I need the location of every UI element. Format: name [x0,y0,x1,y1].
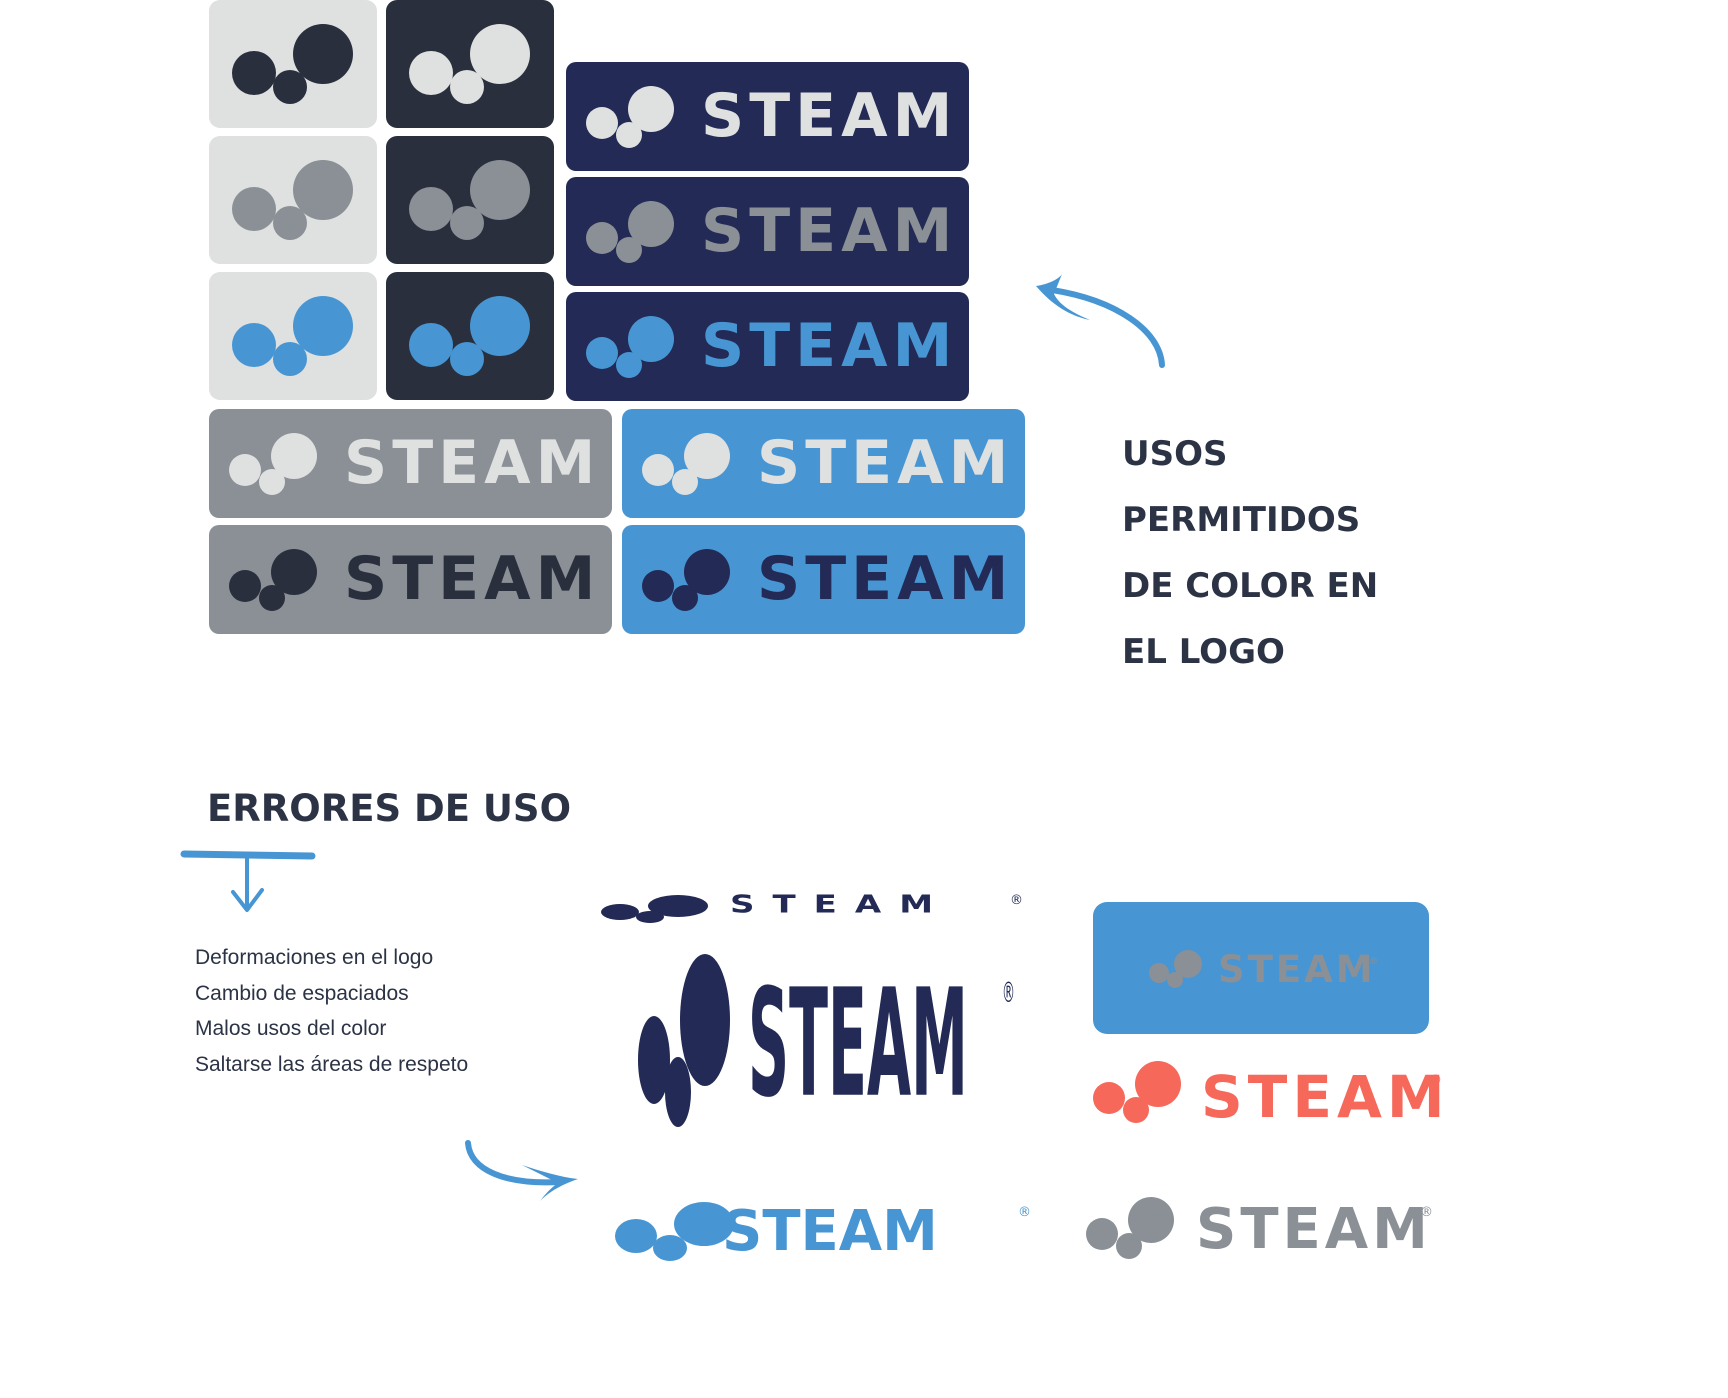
steam-wordmark: STEAM [701,311,958,381]
icon-tile-blue-on-light [209,272,377,400]
error-example-off-brand-color: STEAM ® [1093,1060,1453,1130]
steam-wordmark: STEAM [344,428,601,498]
error-example-spacing-collapsed: STEAM ® [614,1196,1034,1266]
icon-tile-light-on-charcoal [386,0,554,128]
icon-tile-gray-on-light [209,136,377,264]
logo-bar-blue-on-navy: STEAM ® [566,292,969,401]
steam-wordmark: STEAM [701,196,958,266]
steam-mark-icon [232,160,353,240]
curved-arrow-icon [1036,274,1165,368]
permitted-heading-line-4: EL LOGO [1122,632,1285,672]
steam-mark-icon [232,296,353,376]
steam-mark-icon [642,433,730,495]
steam-mark-icon [409,160,530,240]
steam-wordmark: STEAM [1201,1063,1450,1131]
steam-mark-icon [229,433,317,495]
permitted-heading-line-3: DE COLOR EN [1122,566,1379,606]
steam-mark-icon [1093,1061,1181,1123]
registered-mark: ® [988,554,1001,569]
steam-wordmark: STEAM [722,1199,938,1264]
icon-tile-charcoal-on-light [209,0,377,128]
error-item-color: Malos usos del color [195,1017,387,1040]
steam-mark-icon [586,316,674,378]
curved-arrow-icon [465,1140,578,1201]
error-item-deformations: Deformaciones en el logo [195,946,434,969]
error-example-no-clear-space: STEAM ® [1086,1196,1446,1262]
steam-mark-icon [229,549,317,611]
down-arrow-icon [180,850,316,912]
steam-mark-icon [1086,1197,1174,1259]
icon-tile-blue-on-charcoal [386,272,554,400]
steam-mark-icon [601,895,708,923]
registered-mark: ® [1010,893,1023,908]
registered-mark: ® [932,206,945,221]
registered-mark: ® [1369,957,1378,967]
errors-heading: ERRORES DE USO [207,787,572,830]
steam-wordmark: STEAM [730,890,952,919]
steam-mark-icon [615,1202,734,1261]
steam-mark-icon [586,201,674,263]
registered-mark: ® [1018,1205,1031,1220]
steam-mark-icon [638,954,730,1127]
permitted-heading-line-1: USOS [1122,434,1228,474]
steam-mark-icon [409,24,530,104]
permitted-heading-line-2: PERMITIDOS [1122,500,1361,540]
registered-mark: ® [932,321,945,336]
steam-mark-icon [409,296,530,376]
steam-mark-icon [232,24,353,104]
registered-mark: ® [988,438,1001,453]
steam-wordmark: STEAM [748,955,968,1131]
steam-wordmark: STEAM [1196,1197,1432,1262]
steam-wordmark: STEAM [344,544,601,614]
logo-bar-light-on-blue: STEAM ® [622,409,1025,518]
logo-bar-gray-on-navy: STEAM ® [566,177,969,286]
registered-mark: ® [1420,1205,1433,1220]
steam-mark-icon [586,86,674,148]
registered-mark: ® [932,91,945,106]
error-example-stretched-tall: STEAM ® [630,950,1030,1130]
icon-tile-gray-on-charcoal [386,136,554,264]
error-item-clear-space: Saltarse las áreas de respeto [195,1053,469,1076]
steam-wordmark: STEAM [1218,948,1376,991]
steam-wordmark: STEAM [757,544,1014,614]
registered-mark: ® [1002,977,1015,1011]
registered-mark: ® [575,438,588,453]
logo-bar-navy-on-blue: STEAM ® [622,525,1025,634]
logo-bar-light-on-navy: STEAM ® [566,62,969,171]
logo-bar-light-on-gray: STEAM ® [209,409,612,518]
steam-mark-icon [1149,950,1202,988]
error-example-stretched-wide: STEAM ® [600,890,1030,932]
logo-bar-charcoal-on-gray: STEAM ® [209,525,612,634]
registered-mark: ® [575,554,588,569]
steam-wordmark: STEAM [701,81,958,151]
steam-wordmark: STEAM [757,428,1014,498]
error-item-spacing: Cambio de espaciados [195,982,409,1005]
steam-mark-icon [642,549,730,611]
error-example-low-contrast: STEAM ® [1093,902,1429,1034]
registered-mark: ® [1429,1073,1442,1088]
